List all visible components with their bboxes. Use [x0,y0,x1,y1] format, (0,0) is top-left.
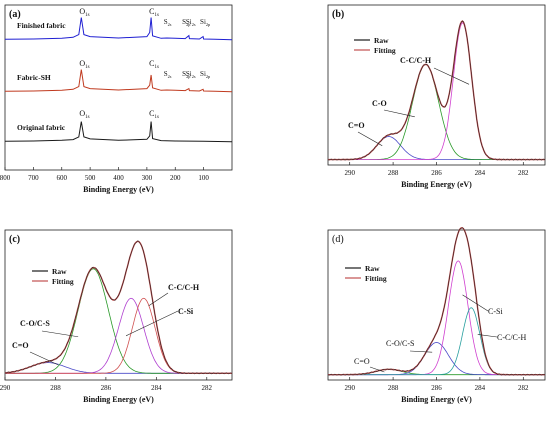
series-label: Finished fabric [17,21,66,30]
panel-label: (c) [9,234,20,245]
legend-fitting-label: Fitting [374,46,396,55]
x-tick-label: 800 [0,174,11,182]
legend-raw-label: Raw [365,264,380,273]
x-tick-label: 288 [388,169,399,177]
peak-label: C-O [372,99,387,108]
x-tick-label: 200 [170,174,181,182]
x-axis-label: Binding Energy (eV) [401,395,472,404]
x-tick-label: 286 [431,169,442,177]
panel-d: (d) 290 288 286 284 282 Binding Energy (eV) Raw… [327,226,546,404]
annotation-arrow [433,67,470,85]
x-tick-label: 288 [50,384,61,392]
x-tick-label: 300 [142,174,153,182]
annotation-arrow [29,351,59,366]
panel-label: (d) [332,234,344,245]
plot-frame [327,4,546,166]
x-tick-label: 282 [202,384,213,392]
panel-label: (b) [332,9,344,20]
peak-label: C1s [149,109,159,120]
annotation-arrow [357,131,383,146]
peak-label: S2s [164,18,172,27]
panel-a: (a) 800 700 600 500 400 300 200 100 Binding Energ… [0,4,233,194]
x-tick-label: 284 [151,384,162,392]
series-label: Fabric-SH [17,73,51,82]
series-label: Original fabric [17,123,66,132]
x-tick-label: 100 [198,174,209,182]
panel-label: (a) [9,9,21,20]
survey-spectrum-line [4,17,233,41]
x-tick-label: 282 [518,169,529,177]
x-tick-label: 288 [388,384,399,392]
x-tick-label: 290 [0,384,11,392]
annotation-arrow [383,109,415,118]
legend-fitting-label: Fitting [365,274,387,283]
annotation-arrow [409,350,433,353]
peak-label: C1s [149,59,159,70]
peak-label: Si2p [200,18,210,27]
raw-line [327,227,546,376]
peak-label: C-C/C-H [400,56,432,65]
survey-spectrum-line [4,121,233,143]
x-tick-label: 284 [475,384,486,392]
peak-label: O1s [79,109,89,120]
panel-b: (b) 290 288 286 284 282 Binding Energy (eV) Raw… [327,4,546,189]
survey-spectrum-line [4,69,233,93]
annotation-arrow [369,366,385,373]
annotation-arrow [477,334,498,338]
peak-label: C-C/C-H [168,283,200,292]
x-axis-label: Binding Energy (eV) [83,185,154,194]
legend-raw-label: Raw [374,36,389,45]
peak-label: Si2s [186,70,196,79]
x-axis-label: Binding Energy (eV) [83,395,154,404]
peak-label: C-O/C-S [20,319,50,328]
peak-label: S2p [182,18,190,27]
raw-line [327,20,546,161]
annotation-arrow [462,294,489,312]
peak-label: Si2p [200,70,210,79]
peak-label: C-O/C-S [386,339,414,348]
peak-label: C=O [348,121,365,130]
peak-label: C1s [149,7,159,18]
peak-label: S2s [164,70,172,79]
peak-label: C-C/C-H [497,333,527,342]
annotation-arrow [125,310,179,337]
peak-label: O1s [79,59,89,70]
legend-fitting-label: Fitting [52,277,74,286]
peak-label: Si2s [186,18,196,27]
annotation-arrow [41,330,79,338]
panel-c: (c) 290 288 286 284 282 Binding Energy (eV) Raw… [0,229,233,404]
plot-frame [327,229,546,381]
raw-line [4,240,233,375]
x-tick-label: 290 [344,384,355,392]
x-tick-label: 290 [344,169,355,177]
peak-label: O1s [79,7,89,18]
annotation-arrow [148,292,169,307]
x-tick-label: 286 [431,384,442,392]
plot-frame [4,229,233,381]
x-tick-label: 284 [475,169,486,177]
x-tick-label: 400 [113,174,124,182]
peak-label: S2p [182,70,190,79]
x-tick-label: 600 [57,174,68,182]
x-tick-label: 700 [28,174,39,182]
x-axis-label: Binding Energy (eV) [401,180,472,189]
x-tick-label: 286 [101,384,112,392]
plot-frame [4,4,233,171]
peak-label: C-Si [488,307,503,316]
legend-raw-label: Raw [52,267,67,276]
x-tick-label: 500 [85,174,96,182]
x-tick-label: 282 [518,384,529,392]
peak-label: C-Si [178,307,194,316]
peak-label: C=O [354,357,370,366]
peak-label: C=O [12,341,29,350]
